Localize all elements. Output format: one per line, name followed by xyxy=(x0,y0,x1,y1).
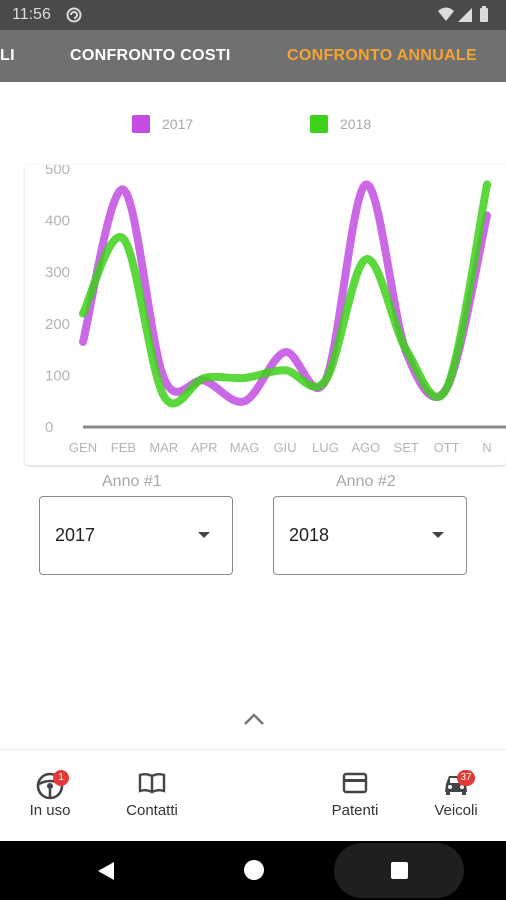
year2-label: Anno #2 xyxy=(336,473,396,490)
nav-item-veicoli[interactable]: 37 Veicoli xyxy=(424,750,488,842)
x-tick-label: FEB xyxy=(111,440,136,455)
status-bar: 11:56 xyxy=(0,0,506,30)
nav-label-veicoli: Veicoli xyxy=(434,802,478,819)
recents-icon[interactable] xyxy=(391,862,408,879)
in-uso-badge: 1 xyxy=(53,770,69,786)
chevron-up-icon[interactable] xyxy=(243,712,265,731)
back-icon[interactable] xyxy=(97,861,115,886)
x-tick-label: SET xyxy=(394,440,419,455)
tab-confronto-costi[interactable]: CONFRONTO COSTI xyxy=(70,47,231,64)
y-tick-label: 200 xyxy=(45,316,70,333)
x-tick-label: LUG xyxy=(312,440,339,455)
year1-label: Anno #1 xyxy=(102,473,162,490)
dropdown-arrow-icon xyxy=(432,532,444,538)
legend-swatch-2018 xyxy=(310,115,328,133)
y-tick-label: 100 xyxy=(45,367,70,384)
wifi-icon xyxy=(438,7,454,21)
line-chart: 0 100 200 300 400 500 GEN FEB MAR APR MAG GIU LUG AGO… xyxy=(45,165,506,455)
y-tick-label: 0 xyxy=(45,419,53,436)
nav-item-patenti[interactable]: Patenti xyxy=(322,750,388,842)
tab-previous[interactable]: LI xyxy=(0,47,15,64)
nav-label-in-uso: In uso xyxy=(29,802,71,819)
year2-value: 2018 xyxy=(289,525,330,545)
nav-item-contatti[interactable]: Contatti xyxy=(116,750,188,842)
y-tick-label: 500 xyxy=(45,165,70,178)
y-tick-label: 300 xyxy=(45,264,70,281)
tab-bar: LI CONFRONTO COSTI CONFRONTO ANNUALE xyxy=(0,30,506,82)
book-icon xyxy=(138,772,166,799)
dropdown-arrow-icon xyxy=(198,532,210,538)
battery-icon xyxy=(480,6,488,22)
nav-label-contatti: Contatti xyxy=(126,802,178,819)
year2-select[interactable]: 2018 xyxy=(273,496,467,575)
tab-confronto-annuale[interactable]: CONFRONTO ANNUALE xyxy=(287,47,477,64)
chart-card: 0 100 200 300 400 500 GEN FEB MAR APR MAG GIU LUG AGO… xyxy=(25,165,506,465)
year1-value: 2017 xyxy=(55,525,96,545)
sync-icon xyxy=(66,7,82,28)
x-tick-label: GEN xyxy=(69,440,97,455)
legend-label-2017: 2017 xyxy=(162,116,194,132)
x-tick-label: APR xyxy=(191,440,218,455)
signal-icon xyxy=(458,8,472,22)
x-tick-label: AGO xyxy=(351,440,380,455)
x-tick-label: GIU xyxy=(273,440,296,455)
x-tick-label: MAR xyxy=(149,440,178,455)
home-icon[interactable] xyxy=(244,860,264,880)
system-nav-bar xyxy=(0,841,506,900)
veicoli-badge: 37 xyxy=(457,770,475,786)
x-tick-label: N xyxy=(482,440,491,455)
legend-label-2018: 2018 xyxy=(340,116,372,132)
bottom-nav: 1 In uso Contatti Patenti xyxy=(0,749,506,841)
status-time: 11:56 xyxy=(12,6,51,23)
series-line-2018 xyxy=(79,180,491,408)
x-tick-label: MAG xyxy=(230,440,260,455)
y-tick-label: 400 xyxy=(45,213,70,230)
legend-swatch-2017 xyxy=(132,115,150,133)
status-icons xyxy=(436,6,496,29)
chart-legend: 2017 2018 xyxy=(0,114,506,136)
nav-item-in-uso[interactable]: 1 In uso xyxy=(20,750,80,842)
x-tick-label: OTT xyxy=(434,440,460,455)
year1-select[interactable]: 2017 xyxy=(39,496,233,575)
card-icon xyxy=(342,772,368,799)
nav-label-patenti: Patenti xyxy=(331,802,379,819)
